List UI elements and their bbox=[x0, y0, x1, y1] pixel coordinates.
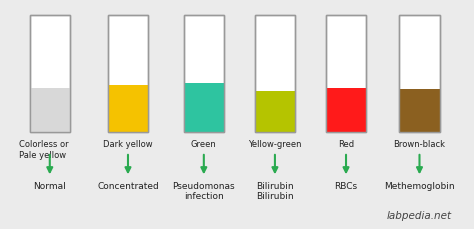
Bar bbox=[29, 16, 70, 133]
Text: Bilirubin
Bilirubin: Bilirubin Bilirubin bbox=[256, 181, 294, 200]
Bar bbox=[399, 90, 439, 133]
Text: Brown-black: Brown-black bbox=[393, 140, 446, 149]
Text: Normal: Normal bbox=[33, 181, 66, 190]
Text: Concentrated: Concentrated bbox=[97, 181, 159, 190]
Text: Green: Green bbox=[191, 140, 217, 149]
Text: Dark yellow: Dark yellow bbox=[103, 140, 153, 149]
Bar bbox=[108, 16, 148, 133]
Bar bbox=[255, 16, 295, 133]
Bar bbox=[184, 84, 224, 133]
Bar bbox=[326, 16, 366, 133]
Bar bbox=[184, 16, 224, 133]
Bar bbox=[399, 16, 439, 133]
Bar bbox=[29, 88, 70, 133]
Text: labpedia.net: labpedia.net bbox=[387, 210, 452, 220]
Text: Red: Red bbox=[338, 140, 354, 149]
Bar bbox=[326, 16, 366, 133]
Bar bbox=[326, 88, 366, 133]
Text: Pseudomonas
infection: Pseudomonas infection bbox=[173, 181, 235, 200]
Text: Yellow-green: Yellow-green bbox=[248, 140, 301, 149]
Bar bbox=[108, 16, 148, 133]
Text: Colorless or
Pale yellow: Colorless or Pale yellow bbox=[19, 140, 69, 160]
Bar bbox=[108, 86, 148, 133]
Bar bbox=[184, 16, 224, 133]
Text: Methemoglobin: Methemoglobin bbox=[384, 181, 455, 190]
Text: RBCs: RBCs bbox=[335, 181, 357, 190]
Bar bbox=[399, 16, 439, 133]
Bar bbox=[255, 16, 295, 133]
Bar bbox=[29, 16, 70, 133]
Bar bbox=[255, 92, 295, 133]
